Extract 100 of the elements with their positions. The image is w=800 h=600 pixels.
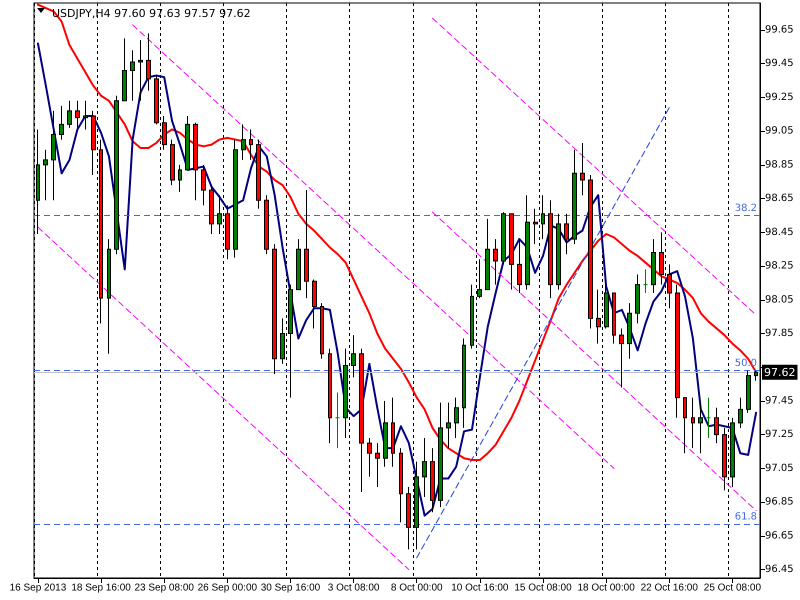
candlestick: [714, 407, 719, 444]
y-tick-label: 96.45: [765, 564, 794, 576]
x-tick-label: 3 Oct 08:00: [328, 582, 380, 594]
candlestick: [320, 302, 324, 360]
y-tick-label: 99.25: [765, 92, 794, 103]
candlestick: [612, 292, 616, 344]
y-tick-label: 99.45: [765, 58, 794, 70]
candlestick: [367, 438, 372, 478]
x-tick-label: 25 Oct 08:00: [704, 582, 762, 594]
candlestick: [406, 486, 411, 550]
candlestick: [509, 213, 514, 290]
candlestick: [462, 338, 466, 428]
candlestick: [525, 194, 530, 290]
candlestick: [446, 402, 451, 449]
candlestick: [233, 139, 238, 258]
candlestick: [209, 184, 214, 235]
candlestick: [272, 244, 277, 374]
candlestick: [249, 128, 253, 160]
candlestick: [746, 370, 751, 414]
candlestick: [170, 139, 175, 186]
candlestick: [572, 149, 577, 245]
y-tick-label: 96.65: [765, 530, 794, 542]
candlestick: [178, 164, 182, 192]
candlestick: [130, 50, 135, 102]
candlestick: [399, 448, 403, 523]
candlestick: [241, 124, 246, 160]
candlestick: [438, 402, 443, 508]
candlestick: [312, 279, 317, 329]
candlestick: [359, 348, 364, 493]
candlestick: [107, 238, 111, 354]
x-tick-label: 22 Oct 16:00: [640, 582, 698, 594]
candlestick: [67, 100, 72, 128]
candlestick: [201, 164, 206, 206]
candlestick: [635, 274, 640, 324]
candlestick: [296, 238, 301, 290]
x-tick-label: 15 Oct 08:00: [514, 582, 572, 594]
candlestick: [391, 397, 395, 468]
candlestick: [454, 397, 459, 439]
candlestick: [193, 122, 198, 201]
annotation: 38.2: [734, 202, 757, 214]
candlestick: [619, 328, 624, 388]
candlestick: [493, 238, 498, 286]
candlestick: [335, 392, 340, 449]
x-tick-label: 16 Sep 2013: [10, 582, 67, 594]
candlestick: [651, 238, 656, 294]
candlestick: [51, 110, 56, 201]
candlestick: [256, 139, 261, 210]
ref-line-label: 97.62: [764, 366, 796, 379]
candlestick: [146, 32, 151, 92]
candlestick: [75, 100, 80, 128]
candlestick: [59, 105, 64, 140]
x-tick-label: 26 Sep 00:00: [198, 582, 258, 594]
y-tick-label: 97.85: [765, 328, 794, 339]
candlestick: [470, 284, 474, 350]
candlestick: [328, 348, 332, 444]
candlestick: [691, 397, 695, 449]
candlestick: [83, 100, 88, 130]
candlestick: [375, 442, 380, 488]
candlestick: [706, 397, 711, 439]
x-tick-label: 30 Sep 16:00: [260, 582, 321, 594]
candlestick: [304, 190, 309, 299]
candlestick: [564, 213, 569, 255]
candlestick: [138, 40, 143, 102]
candlestick: [430, 448, 435, 513]
x-tick-label: 18 Sep 16:00: [71, 582, 132, 594]
y-tick-label: 97.25: [765, 429, 794, 440]
x-tick-label: 10 Oct 16:00: [451, 582, 509, 594]
candlestick: [588, 174, 593, 329]
candlestick: [548, 200, 553, 299]
candlestick: [627, 302, 632, 360]
x-tick-label: 8 Oct 00:00: [390, 582, 444, 594]
y-tick-label: 98.25: [765, 260, 794, 272]
candlestick: [422, 438, 427, 498]
candlestick: [754, 370, 758, 382]
y-tick-label: 99.05: [765, 126, 794, 137]
candlestick: [501, 212, 506, 265]
candlestick: [264, 194, 269, 255]
y-tick-label: 98.45: [765, 226, 794, 238]
y-tick-label: 98.65: [765, 193, 794, 204]
y-tick-label: 97.05: [765, 462, 794, 474]
y-tick-label: 96.85: [765, 496, 794, 508]
x-tick-label: 23 Sep 08:00: [134, 582, 194, 594]
candlestick: [43, 149, 48, 201]
y-tick-label: 99.65: [765, 24, 794, 36]
y-tick-label: 97.45: [765, 395, 794, 406]
candlestick: [556, 213, 561, 290]
candlestick: [185, 115, 190, 170]
candlestick: [580, 142, 585, 196]
candlestick: [698, 402, 703, 454]
candlestick: [122, 38, 127, 102]
candlestick: [683, 397, 687, 454]
line-series: [36, 4, 758, 461]
x-tick-label: 18 Oct 00:00: [577, 582, 636, 594]
candlestick: [643, 268, 648, 294]
y-tick-label: 98.85: [765, 159, 794, 170]
candlestick: [738, 397, 743, 428]
candlestick: [675, 284, 680, 418]
candlestick: [114, 95, 119, 255]
candlestick: [383, 400, 388, 468]
y-tick-label: 98.05: [765, 294, 794, 306]
